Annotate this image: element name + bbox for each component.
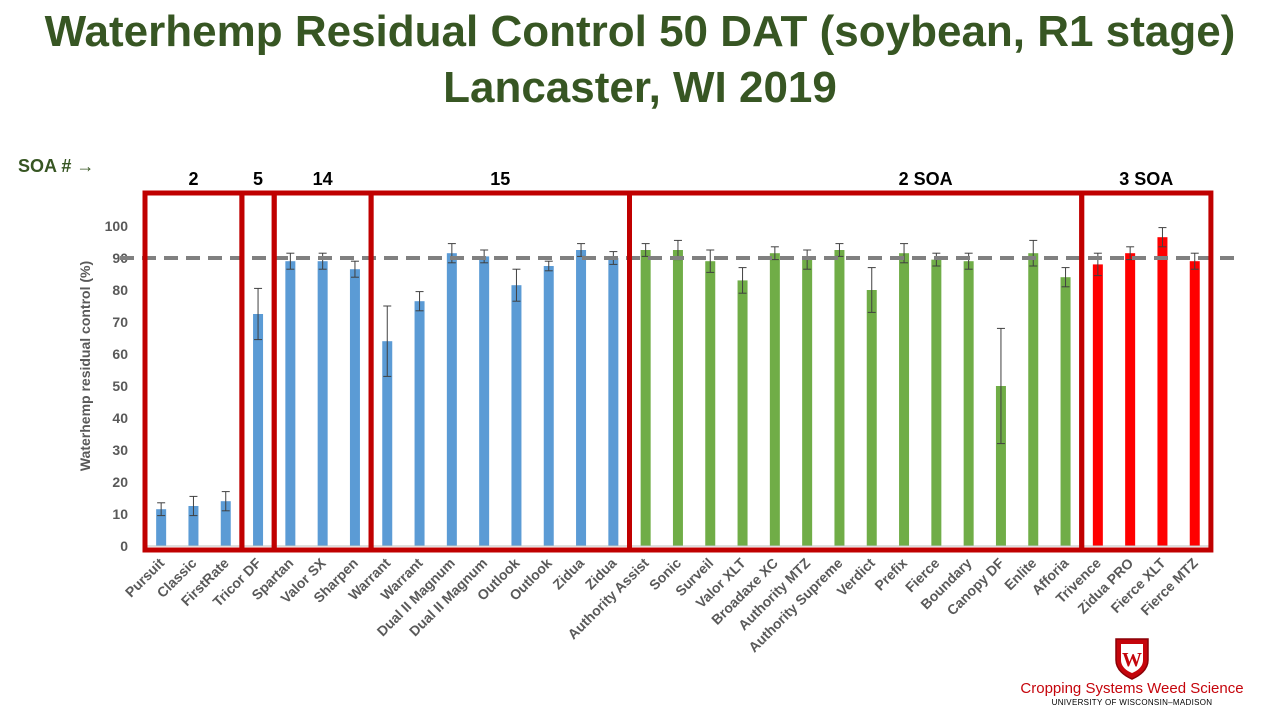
bar <box>317 261 328 546</box>
group-label: 2 <box>188 169 198 189</box>
group-label: 3 SOA <box>1119 169 1173 189</box>
soa-axis-label: SOA # → <box>18 156 95 176</box>
group-label: 15 <box>490 169 510 189</box>
bar <box>1028 253 1039 546</box>
bar <box>446 253 457 546</box>
crest-letter: W <box>1122 649 1142 671</box>
group-label: 5 <box>253 169 263 189</box>
bar <box>608 258 619 546</box>
bar <box>705 261 716 546</box>
bar <box>188 506 199 546</box>
bar <box>737 280 748 546</box>
bar <box>1092 264 1103 546</box>
bar <box>576 250 587 546</box>
bar <box>349 269 360 546</box>
bar <box>640 250 651 546</box>
bar <box>802 259 813 546</box>
group-box <box>1079 190 1214 553</box>
bar <box>220 501 231 546</box>
bar <box>511 285 522 546</box>
bar <box>543 266 554 546</box>
y-tick-label: 20 <box>112 474 128 490</box>
bar <box>769 253 780 546</box>
group-box <box>627 190 1085 553</box>
y-axis-label: Waterhemp residual control (%) <box>77 261 93 471</box>
bar <box>414 301 425 546</box>
bar <box>382 341 393 546</box>
bar <box>672 250 683 546</box>
bar <box>1060 277 1071 546</box>
y-tick-label: 40 <box>112 410 128 426</box>
logo-subtext: UNIVERSITY OF WISCONSIN–MADISON <box>1051 698 1213 707</box>
y-tick-label: 70 <box>112 314 128 330</box>
y-tick-label: 10 <box>112 506 128 522</box>
group-label: 2 SOA <box>899 169 953 189</box>
bar <box>995 386 1006 546</box>
logo: W Cropping Systems Weed Science UNIVERSI… <box>1012 636 1252 708</box>
bar <box>866 290 877 546</box>
chart-title-line-2: Lancaster, WI 2019 <box>443 63 837 112</box>
y-tick-label: 100 <box>105 218 129 234</box>
logo-text: Cropping Systems Weed Science <box>1020 680 1244 697</box>
bar <box>1125 253 1136 546</box>
y-tick-label: 0 <box>120 538 128 554</box>
bar <box>285 261 296 546</box>
bar <box>899 253 910 546</box>
y-tick-label: 50 <box>112 378 128 394</box>
bar <box>963 261 974 546</box>
x-tick-label: Zidua <box>549 555 587 593</box>
group-box <box>368 190 632 553</box>
y-tick-label: 80 <box>112 282 128 298</box>
y-tick-label: 30 <box>112 442 128 458</box>
bar <box>834 250 845 546</box>
bar <box>253 314 264 546</box>
bar <box>479 256 490 546</box>
bar <box>931 259 942 546</box>
y-tick-label: 60 <box>112 346 128 362</box>
bar <box>1157 237 1168 546</box>
university-crest-icon: W <box>1115 638 1149 680</box>
bar <box>1189 261 1200 546</box>
group-label: 14 <box>313 169 333 189</box>
bar <box>156 509 167 546</box>
chart-title-line-1: Waterhemp Residual Control 50 DAT (soybe… <box>44 7 1236 56</box>
